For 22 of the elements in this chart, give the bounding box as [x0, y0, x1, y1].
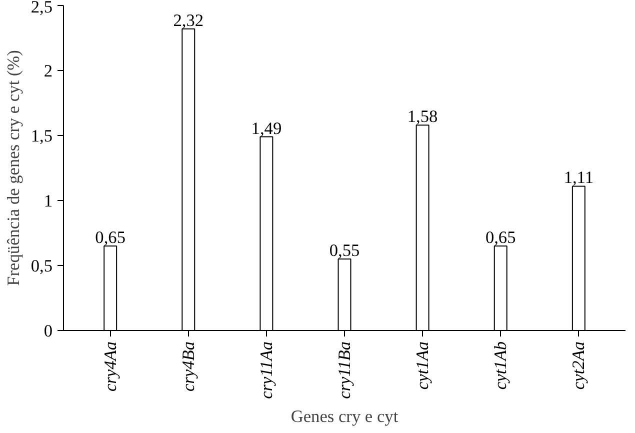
y-tick-label: 2 [44, 62, 53, 80]
data-label: 1,58 [407, 107, 438, 126]
x-axis-title: Genes cry e cyt [290, 406, 398, 426]
data-label: 2,32 [173, 10, 204, 30]
y-tick-label: 2,5 [30, 0, 53, 16]
y-tick-label: 1,5 [30, 126, 53, 146]
x-tick-label: cry4Aa [100, 341, 120, 392]
data-label: 0,65 [95, 228, 126, 247]
data-label: 0,55 [329, 241, 360, 260]
x-tick-label: cry11Aa [256, 341, 276, 399]
y-tick-label: 0 [44, 322, 53, 340]
data-label: 0,65 [485, 228, 516, 247]
x-tick-label: cry4Ba [178, 341, 198, 392]
data-label: 1,11 [564, 168, 594, 188]
y-tick-label: 0,5 [30, 256, 53, 276]
x-tick-label: cyt2Aa [569, 341, 588, 390]
y-tick-label: 1 [44, 192, 53, 210]
data-label: 1,49 [251, 118, 282, 138]
x-tick-label: cry11Ba [335, 341, 354, 399]
y-axis-title: Freqüência de genes cry e cyt (%) [4, 50, 23, 286]
x-tick-label: cyt1Aa [413, 341, 432, 390]
x-tick-label: cyt1Ab [491, 341, 510, 390]
